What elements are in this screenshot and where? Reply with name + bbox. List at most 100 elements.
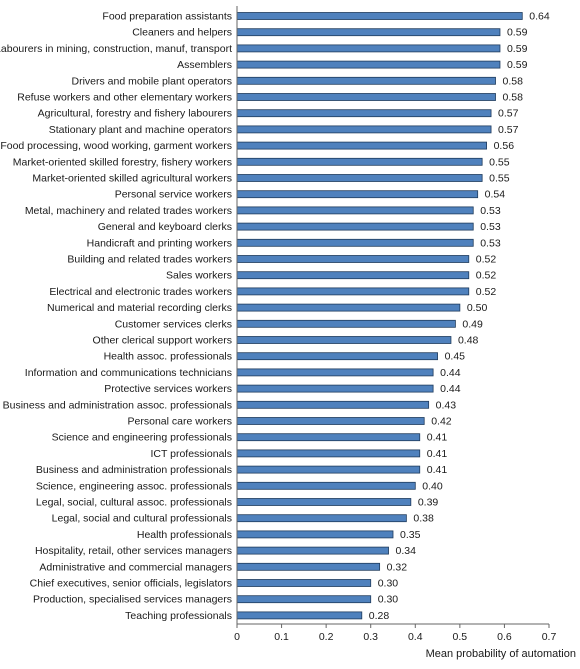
bar-value-label: 0.52 (476, 254, 497, 266)
category-label: Stationary plant and machine operators (49, 124, 232, 136)
x-axis-title: Mean probability of automation (426, 648, 576, 660)
bar (236, 125, 492, 134)
bar (236, 287, 470, 296)
bar-value-label: 0.40 (422, 480, 443, 492)
x-tick-label: 0.1 (274, 631, 289, 643)
category-label: Cleaners and helpers (132, 27, 232, 39)
bar (236, 481, 416, 490)
bar (236, 141, 488, 150)
bar-value-label: 0.39 (418, 497, 439, 509)
bar (236, 400, 430, 409)
x-tick-label: 0.3 (363, 631, 378, 643)
bar-value-label: 0.28 (369, 610, 390, 622)
bar-value-label: 0.53 (480, 237, 501, 249)
category-label: Hospitality, retail, other services mana… (35, 545, 232, 557)
bar (236, 60, 501, 69)
category-label: ICT professionals (150, 448, 232, 460)
x-tick-label: 0.5 (453, 631, 468, 643)
category-label: Administrative and commercial managers (39, 561, 232, 573)
bar (236, 352, 438, 361)
category-label: Labourers in mining, construction, manuf… (0, 43, 232, 55)
bar (236, 28, 501, 37)
bar (236, 530, 394, 539)
bar-value-label: 0.57 (498, 124, 519, 136)
bar-value-label: 0.52 (476, 270, 497, 282)
category-label: Metal, machinery and related trades work… (25, 205, 232, 217)
bar (236, 157, 483, 166)
category-label: Assemblers (177, 59, 232, 71)
bar-value-label: 0.54 (485, 189, 506, 201)
bar-value-label: 0.59 (507, 59, 528, 71)
category-label: Refuse workers and other elementary work… (17, 92, 232, 104)
bar-value-label: 0.59 (507, 27, 528, 39)
bar-value-label: 0.55 (489, 173, 510, 185)
bar (236, 222, 474, 231)
category-label: General and keyboard clerks (98, 221, 232, 233)
bar-value-label: 0.48 (458, 335, 479, 347)
bar (236, 498, 412, 506)
bar-value-label: 0.56 (494, 140, 515, 152)
category-label: Teaching professionals (125, 610, 232, 622)
bar-value-label: 0.58 (503, 75, 524, 87)
category-label: Market-oriented skilled forestry, fisher… (13, 156, 232, 168)
category-label: Legal, social and cultural professionals (52, 513, 232, 525)
category-label: Production, specialised services manager… (33, 594, 232, 606)
bar-value-label: 0.53 (480, 221, 501, 233)
category-label: Business and administration assoc. profe… (3, 399, 232, 411)
bar (236, 206, 474, 215)
bar (236, 465, 421, 474)
bar (236, 271, 470, 280)
category-label: Building and related trades workers (67, 254, 232, 266)
category-label: Personal service workers (115, 189, 232, 201)
bar-value-label: 0.64 (529, 11, 550, 23)
category-label: Science and engineering professionals (52, 432, 232, 444)
category-label: Legal, social, cultural assoc. professio… (36, 497, 232, 509)
bar-value-label: 0.38 (413, 513, 434, 525)
category-label: Agricultural, forestry and fishery labou… (38, 108, 232, 120)
category-label: Food preparation assistants (102, 11, 232, 23)
bar-value-label: 0.55 (489, 156, 510, 168)
bar (236, 255, 470, 263)
bar (236, 336, 452, 344)
bar-value-label: 0.52 (476, 286, 497, 298)
x-tick-label: 0.2 (319, 631, 334, 643)
bar-value-label: 0.41 (427, 432, 448, 444)
bar (236, 12, 523, 20)
category-label: Market-oriented skilled agricultural wor… (32, 173, 232, 185)
bar (236, 433, 421, 442)
bar (236, 449, 421, 458)
bars-layer: Food preparation assistants 0.64 Cleaners … (0, 11, 550, 622)
bar (236, 238, 474, 247)
category-label: Food processing, wood working, garment w… (0, 140, 232, 152)
category-label: Personal care workers (128, 416, 232, 428)
category-label: Business and administration professional… (36, 464, 232, 476)
bar-value-label: 0.32 (387, 561, 408, 573)
bar (236, 562, 381, 571)
bar-value-label: 0.43 (436, 399, 457, 411)
category-label: Drivers and mobile plant operators (72, 75, 233, 87)
bar (236, 319, 456, 328)
bar (236, 368, 434, 377)
bar-value-label: 0.53 (480, 205, 501, 217)
bar-value-label: 0.42 (431, 416, 452, 428)
bar (236, 93, 496, 101)
bar-value-label: 0.44 (440, 383, 461, 395)
bar (236, 190, 479, 199)
bar (236, 109, 492, 118)
bar (236, 44, 501, 53)
bar-value-label: 0.50 (467, 302, 488, 314)
bar (236, 417, 425, 425)
bar-value-label: 0.30 (378, 578, 399, 590)
category-label: Science, engineering assoc. professional… (36, 480, 232, 492)
bar (236, 514, 407, 523)
bar (236, 611, 363, 620)
x-tick-label: 0 (234, 631, 240, 643)
x-tick-label: 0.4 (408, 631, 423, 643)
bar-value-label: 0.49 (462, 318, 483, 330)
category-label: Electrical and electronic trades workers (49, 286, 232, 298)
category-label: Handicraft and printing workers (87, 237, 232, 249)
bar-value-label: 0.44 (440, 367, 461, 379)
category-label: Information and communications technicia… (25, 367, 232, 379)
bar (236, 384, 434, 393)
